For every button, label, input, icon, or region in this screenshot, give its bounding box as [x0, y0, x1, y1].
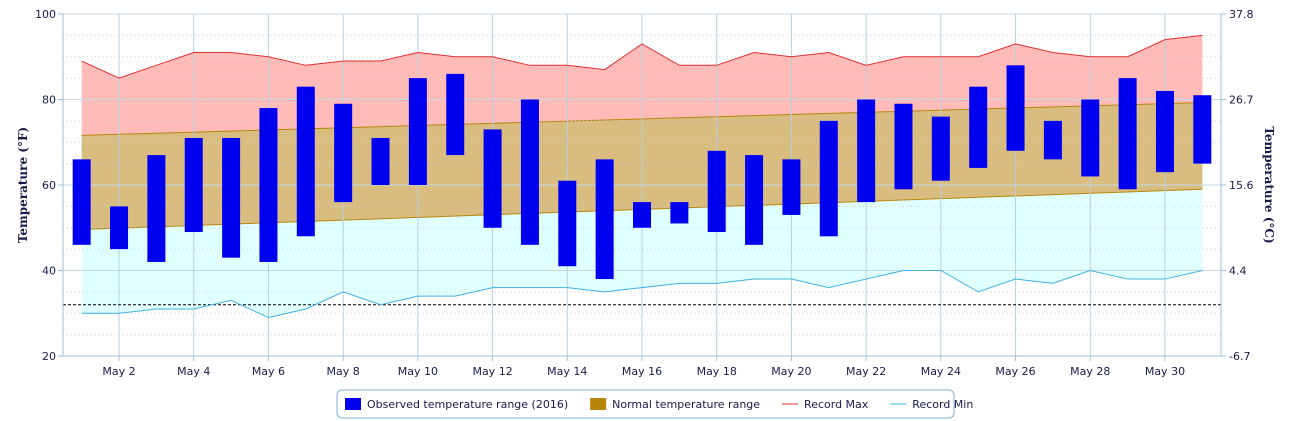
legend-box — [336, 389, 955, 419]
legend: Observed temperature range (2016) Normal … — [336, 389, 973, 419]
x-tick-label: May 4 — [177, 365, 210, 378]
record-min-line — [81, 269, 1203, 319]
x-tick-label: May 22 — [846, 365, 886, 378]
observed-range-bar — [558, 180, 577, 267]
observed-range-bar — [1118, 78, 1137, 190]
observed-range-bar — [446, 73, 465, 156]
right-tick-label: 4.4 — [1229, 265, 1247, 278]
right-tick-label: 15.6 — [1229, 179, 1254, 192]
observed-range-bar — [184, 137, 203, 233]
observed-range-bar — [819, 120, 838, 237]
left-tick-label: 40 — [42, 265, 56, 278]
x-tick-label: May 30 — [1145, 365, 1185, 378]
observed-range-bar — [670, 202, 689, 224]
observed-range-bar — [408, 78, 427, 185]
observed-range-bar — [520, 99, 539, 245]
left-tick-label: 100 — [35, 8, 56, 21]
observed-range-bar — [857, 99, 876, 203]
left-tick-label: 80 — [42, 94, 56, 107]
x-tick-label: May 16 — [622, 365, 662, 378]
left-tick-label: 60 — [42, 179, 56, 192]
x-tick-label: May 6 — [252, 365, 285, 378]
left-tick-label: 20 — [42, 350, 56, 363]
observed-range-bar — [1043, 120, 1062, 160]
observed-range-bar — [1193, 95, 1212, 164]
x-tick-label: May 26 — [995, 365, 1035, 378]
observed-range-bar — [633, 202, 651, 228]
legend-item-record-min: Record Min — [890, 398, 973, 411]
observed-range-bar — [371, 137, 390, 185]
observed-range-bar — [745, 155, 764, 245]
legend-item-record-max: Record Max — [782, 398, 869, 411]
plot-areas — [81, 35, 1203, 318]
observed-range-bar — [72, 159, 91, 245]
x-tick-label: May 10 — [398, 365, 438, 378]
legend-label: Normal temperature range — [612, 398, 760, 411]
observed-range-bar — [1006, 65, 1025, 151]
observed-range-bar — [222, 137, 241, 258]
legend-label: Record Max — [804, 398, 869, 411]
observed-range-bar — [110, 206, 129, 250]
observed-range-bar — [931, 116, 950, 181]
observed-range-bar — [483, 129, 502, 228]
right-tick-label: 37.8 — [1229, 8, 1254, 21]
observed-range-bar — [259, 108, 278, 262]
x-tick-label: May 18 — [697, 365, 737, 378]
legend-item-observed: Observed temperature range (2016) — [345, 398, 568, 411]
observed-range-bar — [595, 159, 614, 280]
observed-range-bar — [1081, 99, 1100, 177]
legend-swatch — [345, 398, 361, 410]
right-tick-label: -6.7 — [1229, 350, 1250, 363]
x-tick-label: May 12 — [472, 365, 512, 378]
x-tick-label: May 24 — [921, 365, 961, 378]
observed-range-bar — [296, 86, 315, 237]
observed-range-bar — [894, 103, 913, 190]
observed-range-bar — [782, 159, 801, 215]
observed-range-bar — [147, 155, 166, 262]
x-tick-label: May 28 — [1070, 365, 1110, 378]
x-tick-label: May 2 — [102, 365, 135, 378]
observed-range-bar — [1155, 90, 1174, 173]
observed-range-bar — [334, 103, 353, 203]
right-tick-label: 26.7 — [1229, 94, 1254, 107]
x-tick-label: May 14 — [547, 365, 587, 378]
legend-label: Observed temperature range (2016) — [367, 398, 568, 411]
observed-bars — [72, 65, 1212, 280]
legend-label: Record Min — [912, 398, 973, 411]
left-axis-title: Temperature (°F) — [16, 127, 30, 243]
observed-range-bar — [969, 86, 988, 168]
record-max-line — [81, 34, 1203, 79]
observed-range-bar — [707, 150, 726, 233]
right-axis-title: Temperature (°C) — [1262, 126, 1276, 243]
legend-item-normal: Normal temperature range — [590, 398, 760, 411]
axes: 20 40 60 80 100 -6.7 4.4 15.6 26.7 37.8 May 2 May 4… — [16, 8, 1276, 378]
record-lines — [81, 34, 1203, 319]
x-tick-label: May 20 — [771, 365, 811, 378]
legend-swatch — [590, 398, 607, 410]
x-tick-label: May 8 — [327, 365, 360, 378]
